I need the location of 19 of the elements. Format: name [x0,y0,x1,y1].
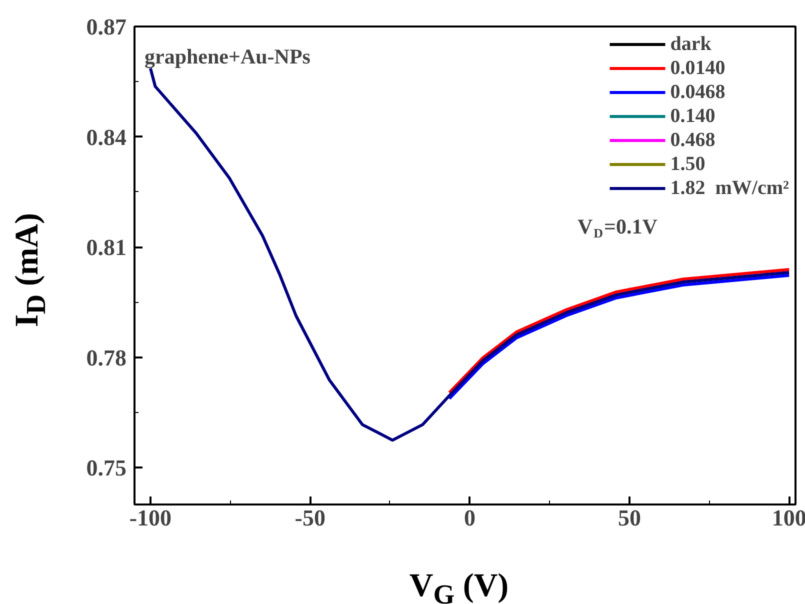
y-tick-label: 0.78 [86,345,126,370]
legend-label: 1.50 [670,152,706,176]
y-tick-label: 0.84 [86,124,127,150]
legend-label: dark [670,32,712,56]
y-tick-label: 0.75 [86,456,126,481]
x-tick-label: -100 [129,506,172,530]
legend-label: 0.0468 [670,80,726,104]
x-tick-label: 100 [772,506,805,530]
legend-label: 0.0140 [670,56,726,80]
x-axis-title: V$_{G}$ (V) [409,567,509,604]
x-tick-label: 50 [618,506,641,530]
legend-label: 0.468 [670,128,716,152]
y-tick-label: 0.81 [86,235,126,260]
y-tick-label: 0.87 [86,14,126,40]
legend-label: 0.140 [670,104,716,128]
x-tick-label: 0 [464,506,476,530]
annotation: graphene+Au-NPs [144,44,310,68]
x-tick-label: -50 [294,506,326,530]
legend-label: 1.82 mW/cm² [670,176,789,200]
